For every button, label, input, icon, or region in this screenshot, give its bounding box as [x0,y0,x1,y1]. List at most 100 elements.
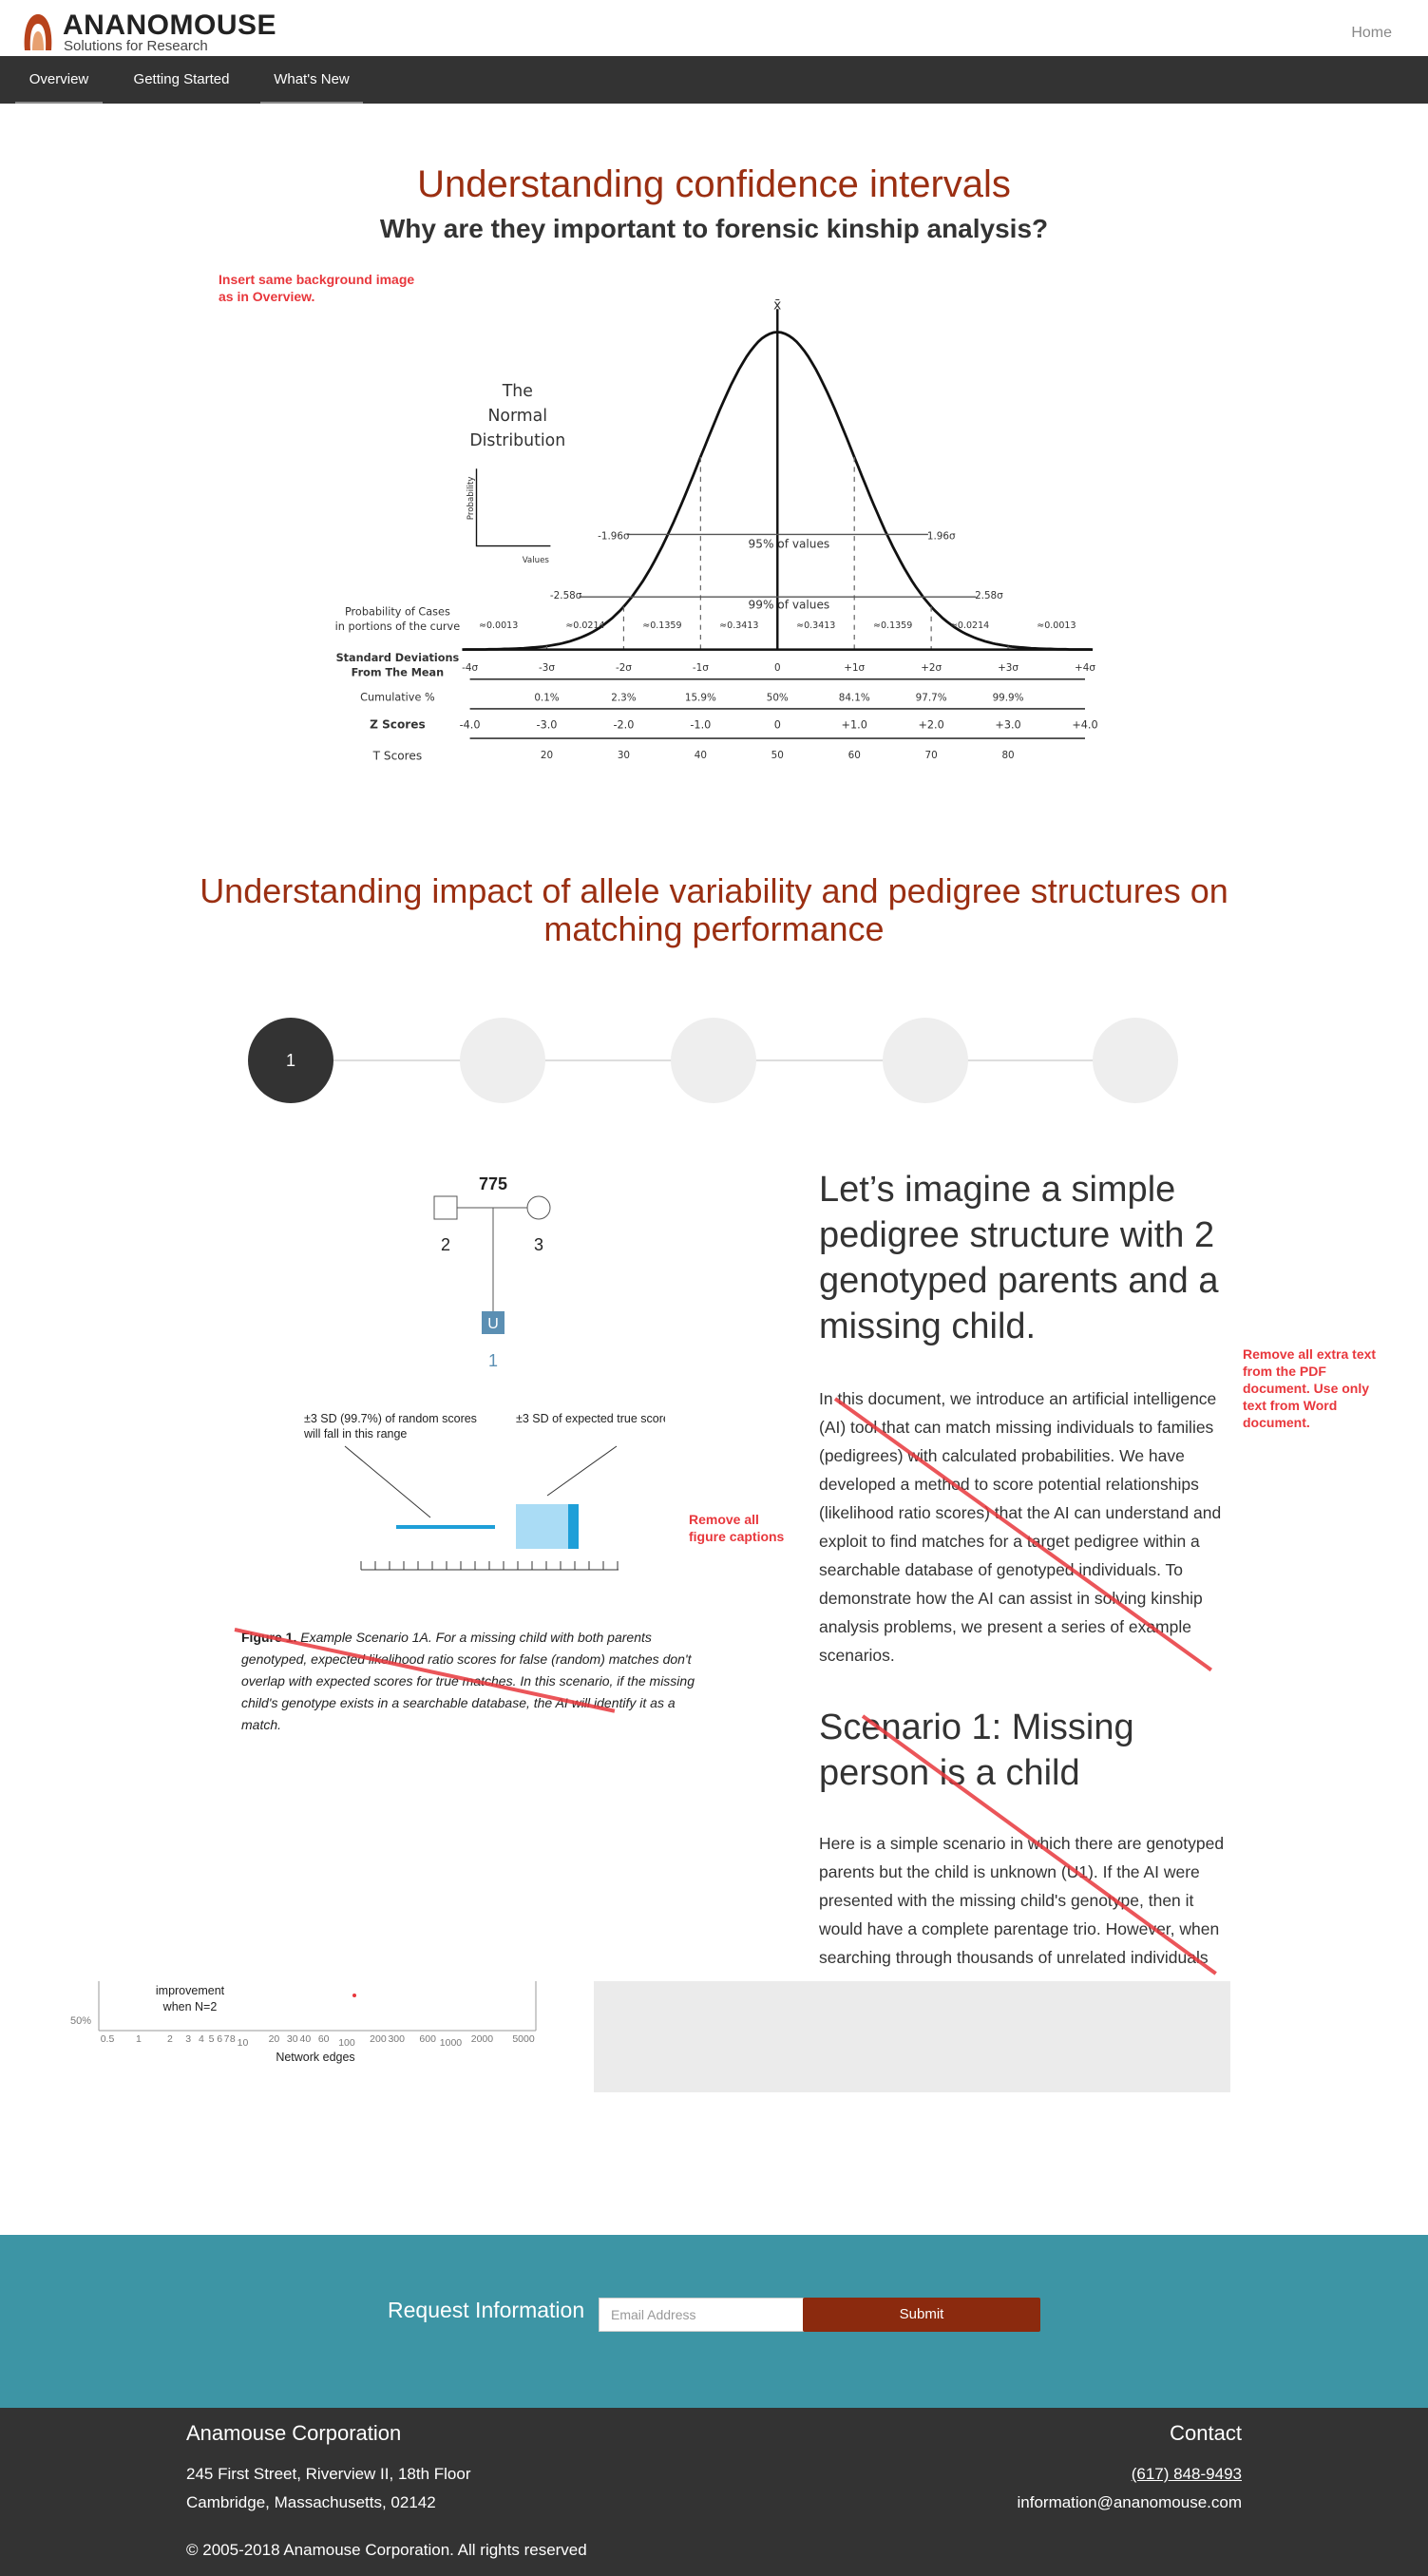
step[interactable] [460,1018,545,1103]
logo-tagline: Solutions for Research [64,38,208,54]
row-label: Probability of Cases [345,605,450,618]
x-tick-label: 1 [136,2033,142,2045]
probability-label: ≈0.3413 [719,620,758,631]
contact-title: Contact [1170,2421,1242,2445]
nav-bar: Overview Getting Started What's New [0,56,1428,104]
step[interactable] [671,1018,756,1103]
row-label: Cumulative % [360,691,435,703]
sd-label: -3σ [539,662,555,674]
step-label: 1 [286,1051,295,1070]
score-figure: ±3 SD (99.7%) of random scores will fall… [303,1412,665,1571]
logo-icon [24,14,52,50]
t-score-label: 70 [925,750,938,761]
content-heading: Let’s imagine a simple pedigree structur… [819,1170,1219,1346]
x-tick-label: 200 [370,2033,387,2045]
cumulative-label: 0.1% [534,692,559,703]
z-score-label: +2.0 [918,719,943,732]
logo-name[interactable]: ANANOMOUSE [63,10,277,41]
nav-item[interactable]: Getting Started [133,71,230,87]
address-line: 245 First Street, Riverview II, 18th Flo… [186,2465,471,2483]
review-note: Remove all figure captions [689,1512,785,1544]
scenario-title: Scenario 1: Missing person is a child [819,1708,1134,1793]
copyright: © 2005-2018 Anamouse Corporation. All ri… [186,2541,587,2559]
request-title: Request Information [388,2298,585,2322]
family-id: 775 [479,1174,507,1193]
nav-item[interactable]: Overview [15,56,103,104]
step-active[interactable] [248,1018,333,1103]
chart-point [352,1994,356,1997]
sd-label: 0 [774,662,781,674]
pointer-line [546,1445,618,1497]
chart-annotation: when N=2 [162,2000,218,2013]
sd-label: +2σ [921,662,942,674]
pointer-line [344,1445,431,1518]
partial-chart: improvement when N=2 50% Network edges 0… [70,1981,537,2064]
t-score-label: 80 [1001,750,1014,761]
z-score-label: -3.0 [537,719,558,732]
figure-title: The [502,382,533,401]
z-score-label: 0 [774,719,781,732]
home-link[interactable]: Home [1351,25,1392,41]
probability-label: ≈0.0013 [1037,620,1076,631]
submit-button[interactable]: Submit [803,2298,1040,2332]
step[interactable] [1093,1018,1178,1103]
sd-label: +1σ [844,662,865,674]
sd-label: -4σ [462,662,478,674]
mean-label: x̄ [773,297,781,313]
cumulative-label: 50% [767,692,789,703]
x-tick-label: 3 [185,2033,191,2045]
chart-annotation: improvement [156,1984,225,1997]
x-tick-label: 7 [224,2033,230,2045]
probability-label: ≈0.1359 [873,620,912,631]
normal-distribution-figure: x̄ The Normal Distribution Probability Values… [335,297,1098,763]
row-label: Z Scores [370,718,426,732]
t-score-label: 50 [771,750,784,761]
email-link[interactable]: information@ananomouse.com [1017,2493,1243,2511]
x-tick-label: 30 [287,2033,298,2045]
x-tick-label: 600 [419,2033,436,2045]
phone-link[interactable]: (617) 848-9493 [1131,2465,1242,2483]
x-axis-label: Values [523,556,550,565]
mother-node [526,1195,551,1220]
review-note: Remove all extra text from the PDF docum… [1243,1346,1377,1430]
request-band: Request Information Email Address Submit [0,2235,1428,2408]
child-id: 1 [488,1351,498,1370]
mini-axes [475,468,551,547]
z-score-label: -4.0 [460,719,481,732]
probability-label: ≈0.0214 [565,620,604,631]
step[interactable] [883,1018,968,1103]
y-tick-label: 50% [70,2015,91,2027]
t-score-label: 20 [541,750,553,761]
t-score-label: 40 [695,750,707,761]
email-input[interactable]: Email Address [599,2298,841,2332]
cumulative-label: 84.1% [839,692,870,703]
cumulative-label: 15.9% [685,692,716,703]
x-tick-label: 1000 [440,2037,463,2049]
x-tick-label: 4 [199,2033,204,2045]
cumulative-label: 99.9% [993,692,1024,703]
ci-bound: -2.58σ [550,590,582,601]
figure-label: ±3 SD of expected true scores [516,1412,665,1425]
header: ANANOMOUSE Solutions for Research Home [0,0,1428,56]
row-label: T Scores [372,750,422,763]
stepper: 1 [248,1018,1178,1103]
x-axis-label: Network edges [276,2051,354,2064]
z-score-label: +1.0 [842,719,867,732]
scenario-text: Here is a simple scenario in which there… [819,1834,1225,1967]
ci-bound: 1.96σ [927,531,956,543]
y-axis-label: Probability [466,477,476,521]
ci-bound: 2.58σ [975,590,1003,601]
probability-label: ≈0.1359 [642,620,681,631]
cumulative-label: 97.7% [916,692,947,703]
footer: Anamouse Corporation 245 First Street, R… [0,2408,1428,2576]
probability-label: ≈0.0013 [479,620,518,631]
x-tick-label: 5 [209,2033,215,2045]
nav-item[interactable]: What's New [260,56,363,104]
father-node [433,1195,458,1220]
sd-label: -2σ [616,662,632,674]
z-score-label: -2.0 [613,719,634,732]
sd-label: +4σ [1075,662,1095,674]
address-line: Cambridge, Massachusetts, 02142 [186,2493,436,2511]
